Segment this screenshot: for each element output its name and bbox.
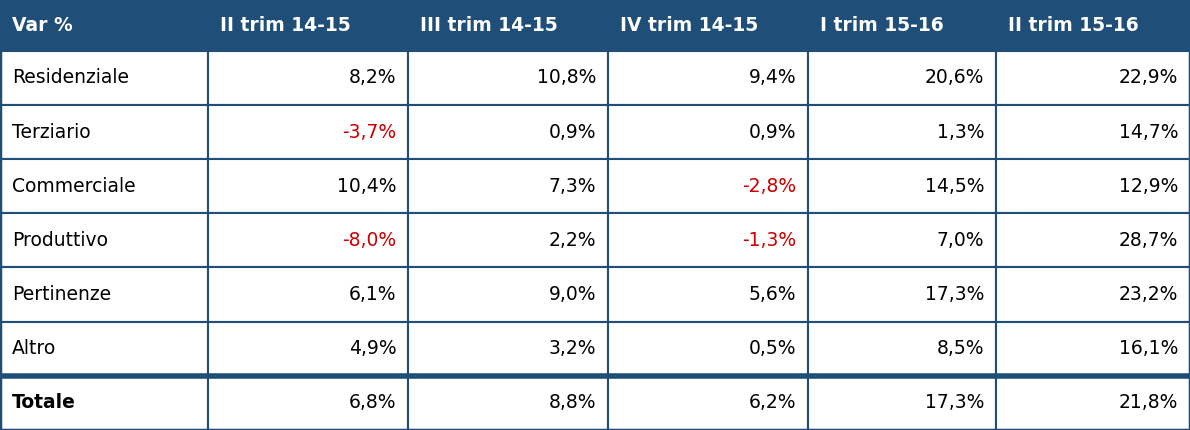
Text: Commerciale: Commerciale: [12, 177, 136, 196]
Text: Var %: Var %: [12, 16, 73, 35]
Text: 10,4%: 10,4%: [337, 177, 396, 196]
Text: 23,2%: 23,2%: [1119, 285, 1178, 304]
Text: 16,1%: 16,1%: [1119, 339, 1178, 358]
Text: 20,6%: 20,6%: [925, 68, 984, 87]
Text: 8,2%: 8,2%: [349, 68, 396, 87]
Text: 28,7%: 28,7%: [1119, 231, 1178, 250]
Text: -8,0%: -8,0%: [343, 231, 396, 250]
Text: 0,9%: 0,9%: [749, 123, 796, 141]
Text: II trim 15-16: II trim 15-16: [1008, 16, 1139, 35]
Text: 1,3%: 1,3%: [937, 123, 984, 141]
Text: 17,3%: 17,3%: [925, 285, 984, 304]
Text: 4,9%: 4,9%: [349, 339, 396, 358]
Text: 5,6%: 5,6%: [749, 285, 796, 304]
Text: 8,8%: 8,8%: [549, 393, 596, 412]
Text: 17,3%: 17,3%: [925, 393, 984, 412]
Text: 9,4%: 9,4%: [749, 68, 796, 87]
Text: Altro: Altro: [12, 339, 56, 358]
Text: Totale: Totale: [12, 393, 76, 412]
Text: Pertinenze: Pertinenze: [12, 285, 111, 304]
Text: Residenziale: Residenziale: [12, 68, 129, 87]
Text: IV trim 14-15: IV trim 14-15: [620, 16, 758, 35]
Text: 0,5%: 0,5%: [749, 339, 796, 358]
Text: 22,9%: 22,9%: [1119, 68, 1178, 87]
Text: III trim 14-15: III trim 14-15: [420, 16, 558, 35]
Text: 0,9%: 0,9%: [549, 123, 596, 141]
Text: -2,8%: -2,8%: [743, 177, 796, 196]
Text: -3,7%: -3,7%: [343, 123, 396, 141]
Text: 6,1%: 6,1%: [349, 285, 396, 304]
Text: 3,2%: 3,2%: [549, 339, 596, 358]
Text: 7,3%: 7,3%: [549, 177, 596, 196]
Text: Produttivo: Produttivo: [12, 231, 108, 250]
Text: 14,7%: 14,7%: [1119, 123, 1178, 141]
Text: 10,8%: 10,8%: [537, 68, 596, 87]
Text: II trim 14-15: II trim 14-15: [220, 16, 351, 35]
Text: 6,8%: 6,8%: [349, 393, 396, 412]
Text: I trim 15-16: I trim 15-16: [820, 16, 944, 35]
Text: 2,2%: 2,2%: [549, 231, 596, 250]
Text: 7,0%: 7,0%: [937, 231, 984, 250]
Text: 6,2%: 6,2%: [749, 393, 796, 412]
Text: 21,8%: 21,8%: [1119, 393, 1178, 412]
Text: Terziario: Terziario: [12, 123, 90, 141]
Text: 8,5%: 8,5%: [937, 339, 984, 358]
Text: 9,0%: 9,0%: [549, 285, 596, 304]
Text: 12,9%: 12,9%: [1119, 177, 1178, 196]
Text: -1,3%: -1,3%: [743, 231, 796, 250]
Text: 14,5%: 14,5%: [925, 177, 984, 196]
